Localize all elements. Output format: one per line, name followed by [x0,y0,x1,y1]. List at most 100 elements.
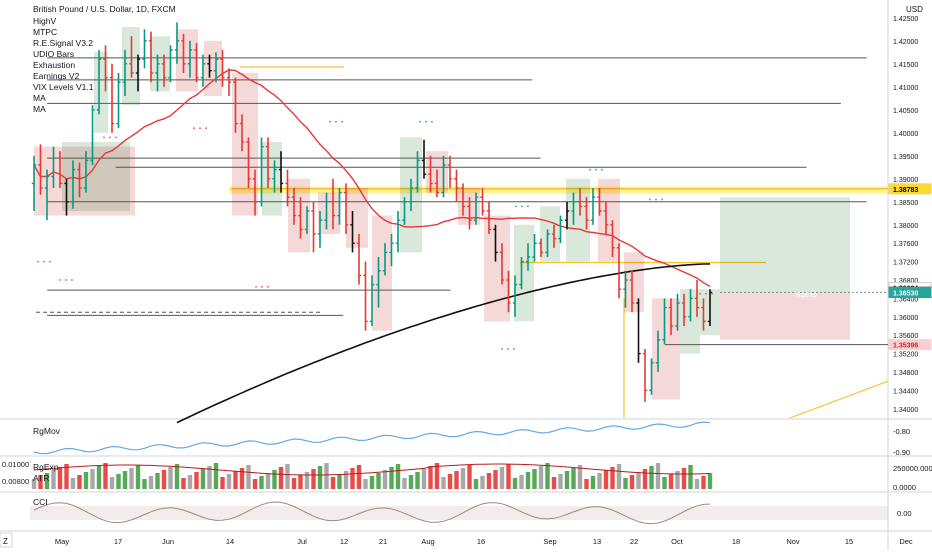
exhaustion-dot [341,120,343,123]
rgexp-bar [103,463,108,489]
indicator-label[interactable]: HighV [33,16,56,26]
rgexp-bar [324,463,329,489]
price-tick-label: 1.41500 [893,62,918,69]
exhaustion-dot [521,205,523,208]
price-tick-label: 1.34800 [893,370,918,377]
rgexp-bar [473,479,479,489]
exhaustion-dot [109,136,111,139]
exhaustion-dot [705,292,707,295]
rgexp-bar [636,472,641,489]
exhaustion-dot [711,292,713,295]
rgexp-bar [662,477,667,489]
rgexp-bar [506,464,511,489]
rgexp-bar [64,464,69,489]
indicator-label[interactable]: UDIO Bars [33,49,74,59]
indicator-label[interactable]: Earnings V2 [33,71,80,81]
exhaustion-dot [49,260,51,263]
indicator-label[interactable]: MTPC [33,27,57,37]
chart-title[interactable]: British Pound / U.S. Dollar, 1D, FXCM [33,4,176,14]
scale-mode-button[interactable] [0,532,13,548]
time-tick-label: Dec [899,537,913,546]
rgexp-bar [298,475,303,489]
rgexp-bar [642,469,648,489]
cci-label[interactable]: CCI [33,497,48,507]
exhaustion-dot [37,260,39,263]
exhaustion-dot [601,168,603,171]
exhaustion-dot [65,279,67,281]
signal-zone [176,29,198,92]
exhaustion-dot [329,120,331,123]
rgexp-bar [129,468,134,489]
currency-label: USD [906,5,923,14]
candles [31,22,713,402]
signal-zone [484,215,510,322]
rgmov-tick: -0.80 [893,427,910,436]
rgexp-bar [233,471,238,489]
price-tick-label: 1.37600 [893,241,918,248]
time-tick-label: Jul [297,537,307,546]
indicator-label[interactable]: R.E.Signal V3.2 [33,38,93,48]
rgexp-bar [116,474,121,489]
rgexp-bar [577,465,583,489]
rgexp-bar [213,463,219,489]
price-tick-label: 1.35600 [893,333,918,340]
signal-zone [150,36,170,92]
rgexp-bar [31,479,37,489]
rgexp-bar [207,466,212,489]
rgexp-bar [265,473,271,489]
rgexp-label[interactable]: RgExp [33,462,59,472]
rgexp-bar [278,467,284,489]
zone-watermark: RgExp [796,292,817,299]
time-axis: May 17 Jun 14 Jul 12 21 Aug 16 Sep 13 22 Oct 18 Nov 15 D… [55,537,913,546]
rgexp-pane [31,463,713,489]
rgexp-bar [194,472,199,489]
price-tick-label: 1.40000 [893,131,918,138]
signal-zone [680,289,700,354]
rgexp-bar [447,474,453,489]
rgexp-bar [402,478,407,489]
price-tick-label: 1.36400 [893,296,918,303]
rgexp-bar [51,470,56,489]
rgexp-bar [688,465,693,489]
rgexp-bar [122,471,128,489]
rgexp-bar [395,464,401,489]
legend: British Pound / U.S. Dollar, 1D, FXCM Hi… [33,4,176,114]
atr-label[interactable]: ATR [33,473,49,483]
exhaustion-dot [513,348,515,350]
atr-line [33,463,711,476]
price-label-box [888,339,932,351]
rgexp-bar [415,472,420,489]
signal-zone [94,52,108,133]
rgexp-bar [558,474,563,489]
price-tick-label: 1.42000 [893,39,918,46]
indicator-label[interactable]: MA [33,93,46,103]
rgmov-label[interactable]: RgMov [33,426,61,436]
rgexp-bar [90,469,95,489]
rgexp-bar [694,479,700,489]
rgexp-bar [590,476,596,489]
rgexp-bar [525,472,531,489]
exhaustion-dot [655,198,657,201]
cci-line [33,501,711,525]
rgexp-right-tick: 250000.0000 [893,464,932,473]
indicator-label[interactable]: Exhaustion [33,60,75,70]
rgexp-bar [538,466,544,489]
exhaustion-dot [431,120,433,123]
rgexp-bar [616,464,622,489]
price-label-text: 1.36530 [893,290,918,297]
time-tick-label: 17 [114,537,122,546]
rgexp-bar [174,464,180,489]
indicator-label[interactable]: VIX Levels V1.1 [33,82,94,92]
price-axis: 1.42500 1.42000 1.41500 1.41000 1.40500 1.400… [888,16,932,414]
signal-zones [34,27,850,400]
signal-zone [652,298,680,400]
price-tick-label: 1.38500 [893,200,918,207]
rgexp-bar [109,477,115,489]
indicator-label[interactable]: MA [33,104,46,114]
rgexp-bar [512,478,518,489]
rgexp-bar [363,479,368,489]
rgexp-bar [454,471,459,489]
rgexp-bar [200,469,206,489]
